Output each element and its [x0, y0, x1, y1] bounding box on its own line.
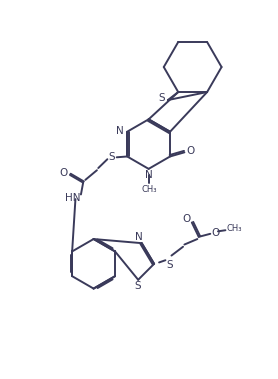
- Text: O: O: [183, 214, 191, 224]
- Text: S: S: [135, 281, 142, 291]
- Text: N: N: [116, 126, 124, 136]
- Text: N: N: [145, 170, 153, 180]
- Text: CH₃: CH₃: [142, 185, 157, 194]
- Text: N: N: [135, 232, 143, 242]
- Text: O: O: [186, 146, 195, 156]
- Text: S: S: [167, 260, 173, 270]
- Text: CH₃: CH₃: [227, 224, 242, 233]
- Text: S: S: [158, 93, 165, 103]
- Text: O: O: [211, 228, 219, 238]
- Text: S: S: [109, 152, 115, 162]
- Text: HN: HN: [65, 193, 81, 203]
- Text: O: O: [60, 168, 68, 178]
